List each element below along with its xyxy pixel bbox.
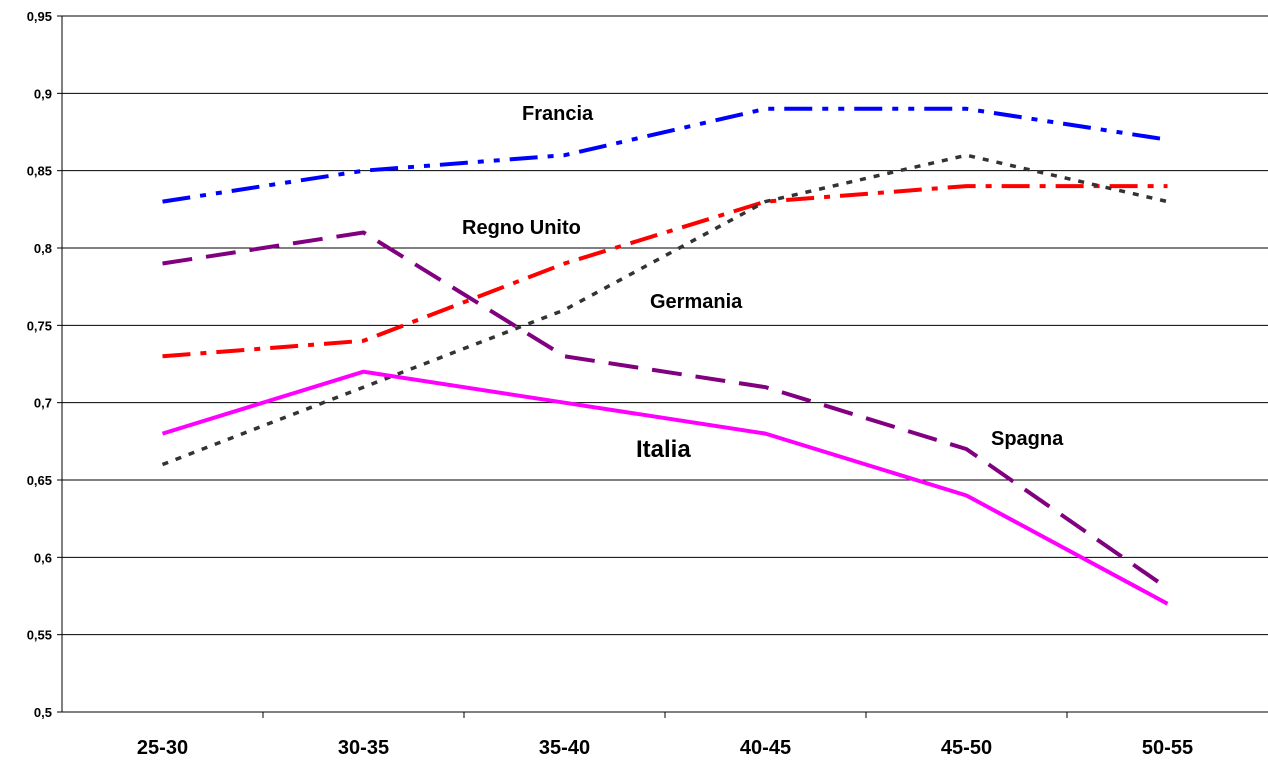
series-line-italia — [161, 369, 1169, 606]
grid — [62, 15, 1268, 636]
series-label-italia: Italia — [636, 436, 691, 463]
x-tick-label: 45-50 — [941, 737, 992, 759]
series-line-regno-unito — [162, 184, 1168, 359]
y-tick-label: 0,55 — [27, 628, 52, 643]
y-tick-label: 0,65 — [27, 473, 52, 488]
series-label-germania: Germania — [650, 291, 743, 313]
y-tick-label: 0,6 — [34, 550, 52, 565]
y-tick-label: 0,95 — [27, 9, 52, 24]
y-tick-label: 0,9 — [34, 86, 52, 101]
x-tick-label: 35-40 — [539, 737, 590, 759]
x-tick-label: 40-45 — [740, 737, 791, 759]
series-label-spagna: Spagna — [991, 428, 1064, 450]
series-label-regno-unito: Regno Unito — [462, 217, 581, 239]
x-tick-label: 25-30 — [137, 737, 188, 759]
series-line-francia — [162, 106, 1168, 204]
axes — [61, 16, 1268, 713]
y-tick-label: 0,5 — [34, 705, 52, 720]
series-labels: Francia Regno Unito Germania Spagna Ital… — [462, 103, 1064, 463]
series-lines — [161, 106, 1169, 606]
y-tick-label: 0,85 — [27, 164, 52, 179]
x-tick-label: 30-35 — [338, 737, 389, 759]
y-ticks: 0,5 0,55 0,6 0,65 0,7 0,75 0,8 0,85 0,9 0,95 — [27, 9, 62, 720]
y-tick-label: 0,75 — [27, 318, 52, 333]
x-tick-label: 50-55 — [1142, 737, 1193, 759]
series-line-spagna — [162, 230, 1169, 590]
series-line-germania — [161, 153, 1168, 467]
y-tick-label: 0,8 — [34, 241, 52, 256]
x-ticks: 25-30 30-35 35-40 40-45 45-50 50-55 — [137, 712, 1193, 759]
y-tick-label: 0,7 — [34, 396, 52, 411]
series-label-francia: Francia — [522, 103, 594, 125]
